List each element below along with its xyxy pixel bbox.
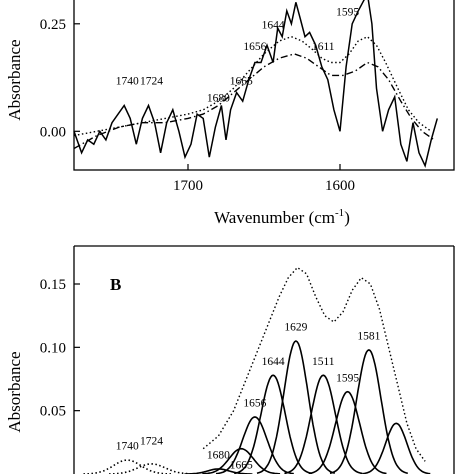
panel-b-band-1740	[83, 459, 171, 474]
panel-b-peak-label-1511: 1511	[312, 356, 335, 368]
panel-a-series-line-dash-dot	[73, 53, 435, 150]
panel-a-peak-label-1595: 1595	[336, 7, 359, 19]
panel-b-band-1581	[329, 349, 408, 474]
panel-b-band-1665	[202, 447, 281, 474]
panel-b-peak-label-1629: 1629	[284, 322, 307, 334]
panel-a-y-ticks: 0.25 0.00	[40, 17, 80, 140]
panel-b-band-1656	[215, 416, 294, 474]
panel-a-y-axis-title: Absorbance	[5, 39, 24, 120]
panel-b-series	[83, 266, 431, 474]
panel-a-peak-label-1644: 1644	[262, 19, 285, 31]
panel-b-peak-label-1595: 1595	[336, 372, 359, 384]
panel-a-peak-label-1611: 1611	[312, 41, 335, 53]
panel-b-band-1611	[284, 374, 363, 474]
panel-a-peak-label-1724: 1724	[140, 75, 163, 87]
panel-b-y-tick-label-0.05: 0.05	[40, 404, 66, 420]
panel-a-series	[73, 0, 439, 168]
panel-a-x-ticks: 1700 1600	[173, 164, 355, 194]
panel-a-frame	[73, 0, 455, 171]
panel-b-band-1644	[234, 374, 313, 474]
panel-b-peak-label-1656: 1656	[243, 398, 266, 410]
panel-b-y-axis-title: Absorbance	[5, 351, 24, 432]
panel-a-peak-label-1629: 1629	[284, 0, 307, 1]
panel-a-y-tick-label-0.00: 0.00	[40, 124, 66, 140]
panel-b-peak-label-1740: 1740	[116, 441, 139, 453]
panel-b-band-1563	[362, 422, 431, 474]
panel-a-peak-label-1581: 1581	[357, 0, 380, 1]
panel-b-sum-curve	[202, 266, 426, 462]
panel-b-peak-label-1680: 1680	[207, 450, 230, 462]
panel-a-peak-label-1740: 1740	[116, 75, 139, 87]
panel-b-peak-label-1644: 1644	[262, 356, 285, 368]
panel-b-y-tick-label-0.15: 0.15	[40, 277, 66, 293]
panel-a-y-tick-label-0.25: 0.25	[40, 17, 66, 33]
panel-b-band-1595	[308, 390, 387, 474]
panel-a-series-line-solid	[73, 0, 439, 168]
panel-b-label: B	[110, 275, 121, 294]
panel-a-x-tick-label-1700: 1700	[173, 178, 203, 194]
panel-b-band-1629	[256, 340, 335, 474]
panel-a-series-line-dotted	[73, 35, 432, 137]
panel-b-peak-label-1665: 1665	[230, 460, 253, 472]
panel-a-peak-label-1656: 1656	[243, 41, 266, 53]
panel-a-x-axis-title: Wavenumber (cm-1)	[214, 207, 350, 227]
panel-a-x-tick-label-1600: 1600	[325, 178, 355, 194]
panel-a-peak-label-1665: 1665	[230, 75, 253, 87]
panel-b-y-ticks: 0.15 0.10 0.05	[40, 277, 80, 420]
panel-b-peak-label-1724: 1724	[140, 436, 163, 448]
panel-a-peak-label-1680: 1680	[207, 93, 230, 105]
panel-b-peak-label-1581: 1581	[357, 331, 380, 343]
panel-b-y-tick-label-0.10: 0.10	[40, 340, 66, 356]
panel-b-band-1724	[107, 463, 196, 474]
